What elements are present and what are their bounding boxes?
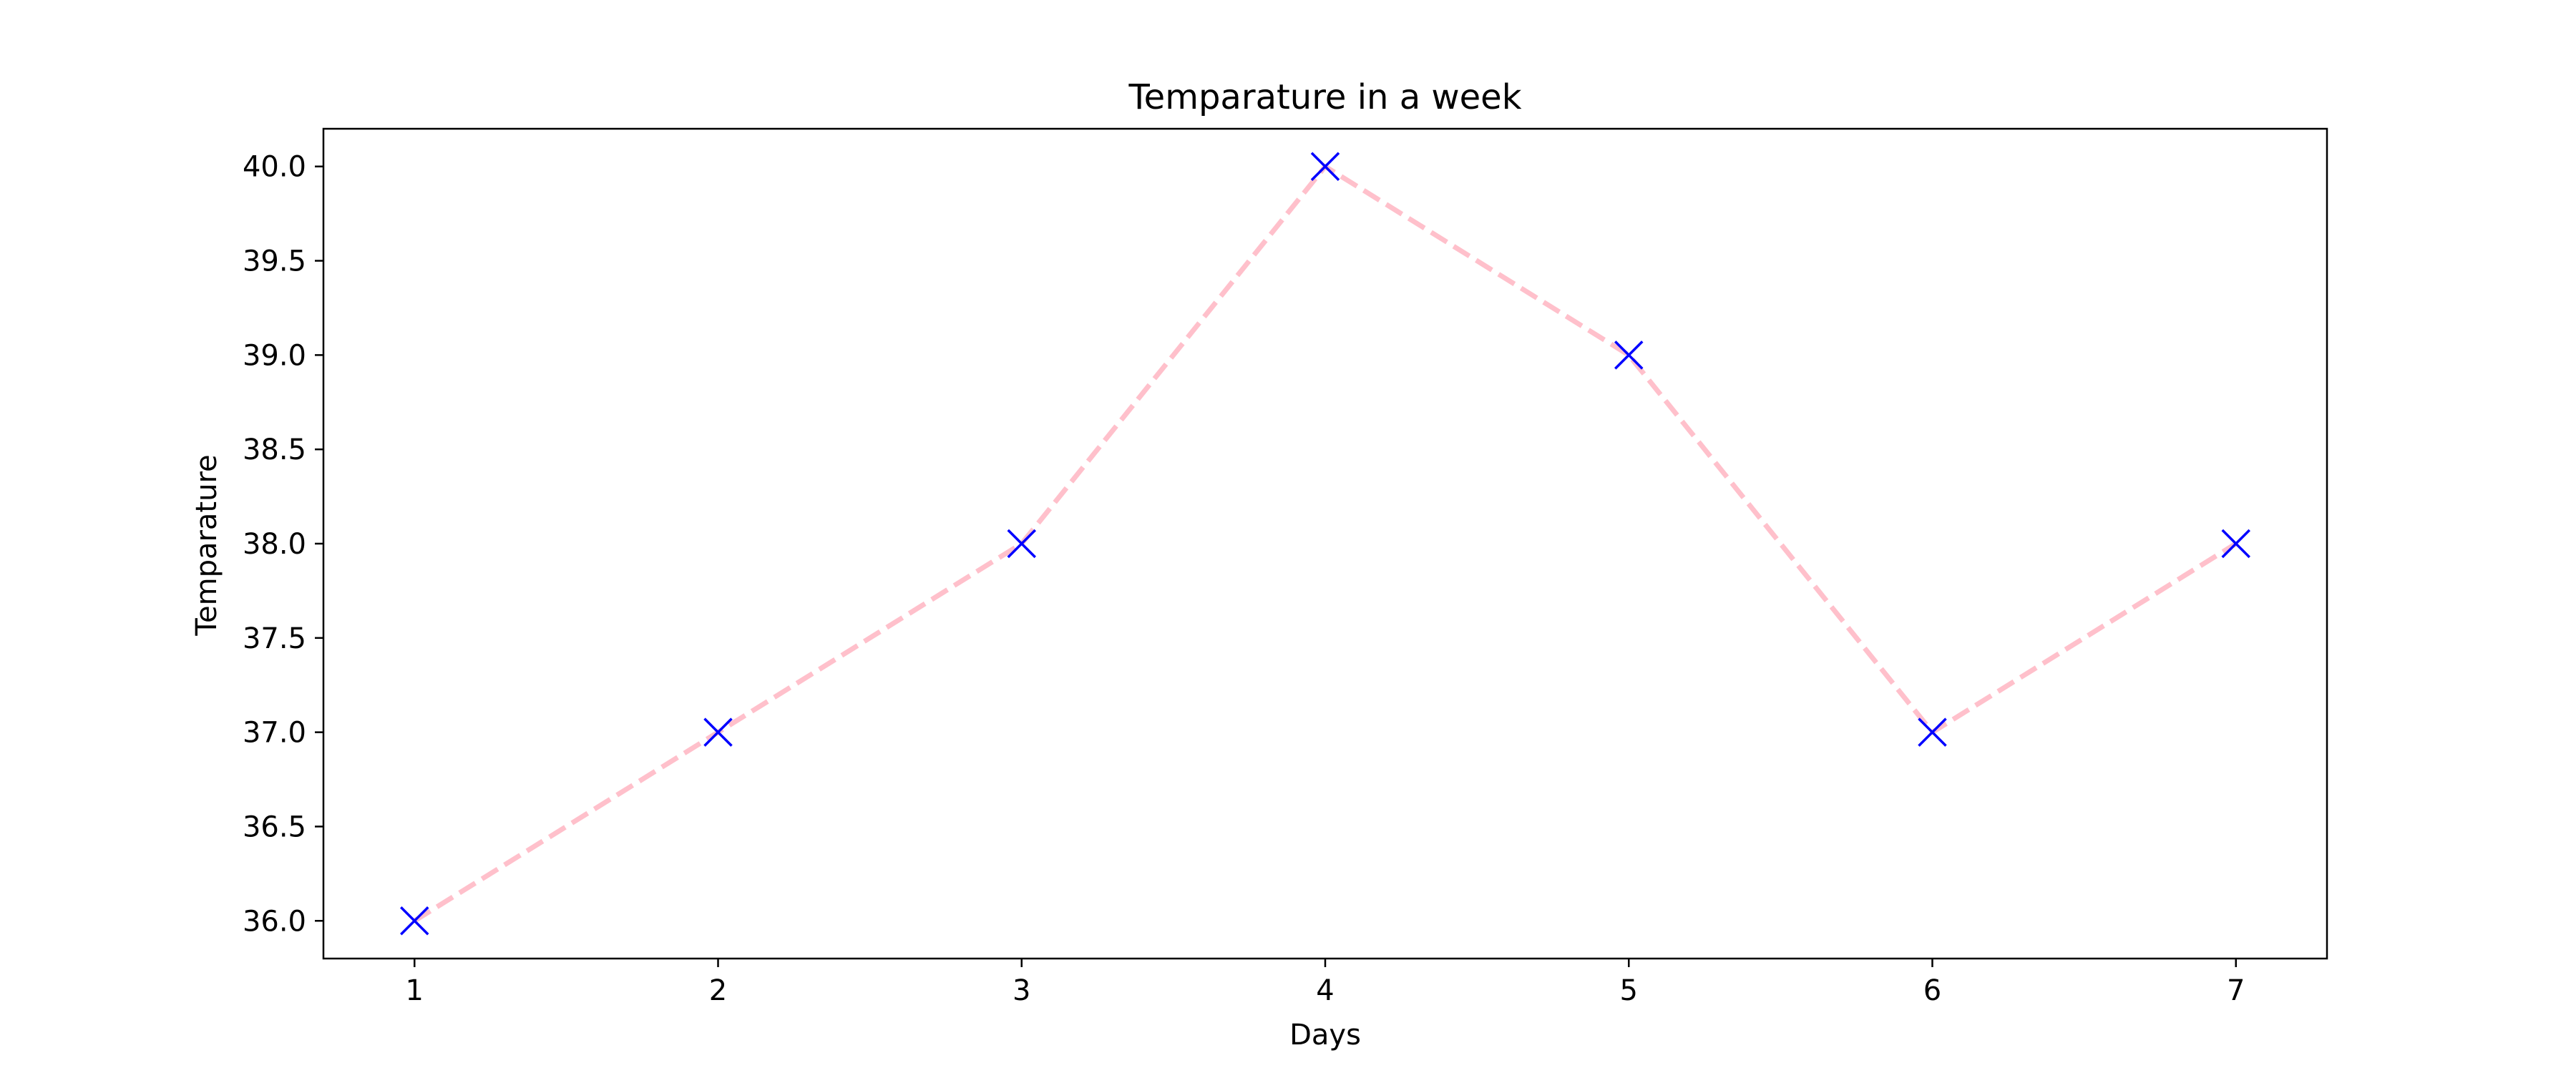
plot-area [400, 152, 2250, 936]
marker-stroke [1007, 529, 1036, 559]
marker-stroke [2221, 529, 2250, 559]
x-tick-label: 2 [709, 974, 727, 1007]
y-axis: 36.0 36.5 37.0 37.5 38.0 38.5 39.0 39.5 40.0 [243, 151, 323, 938]
x-tick-label: 6 [1923, 974, 1941, 1007]
x-axis-label: Days [1289, 1019, 1361, 1052]
data-point-marker [1918, 717, 1947, 747]
marker-stroke [400, 906, 429, 936]
x-tick-label: 5 [1620, 974, 1638, 1007]
y-tick-label: 38.0 [243, 528, 306, 561]
y-tick-label: 38.5 [243, 433, 306, 466]
marker-stroke [1918, 717, 1947, 747]
chart-title: Temparature in a week [1128, 77, 1522, 117]
x-axis: 1 2 3 4 5 6 7 [406, 959, 2245, 1007]
data-point-marker [400, 906, 429, 936]
marker-stroke [1310, 152, 1340, 181]
y-axis-label: Temparature [190, 454, 223, 636]
data-point-marker [2221, 529, 2250, 559]
y-tick-label: 36.0 [243, 905, 306, 938]
x-tick-label: 1 [406, 974, 424, 1007]
marker-stroke [1614, 340, 1644, 370]
y-tick-label: 40.0 [243, 151, 306, 184]
y-tick-label: 39.5 [243, 245, 306, 278]
x-tick-label: 7 [2227, 974, 2245, 1007]
y-tick-label: 37.0 [243, 717, 306, 750]
data-point-marker [1614, 340, 1644, 370]
y-tick-label: 37.5 [243, 622, 306, 655]
data-point-marker [1310, 152, 1340, 181]
marker-stroke [703, 717, 733, 747]
x-tick-label: 3 [1013, 974, 1030, 1007]
y-tick-label: 36.5 [243, 810, 306, 843]
x-tick-label: 4 [1316, 974, 1334, 1007]
y-tick-label: 39.0 [243, 339, 306, 372]
data-point-marker [1007, 529, 1036, 559]
data-point-marker [703, 717, 733, 747]
